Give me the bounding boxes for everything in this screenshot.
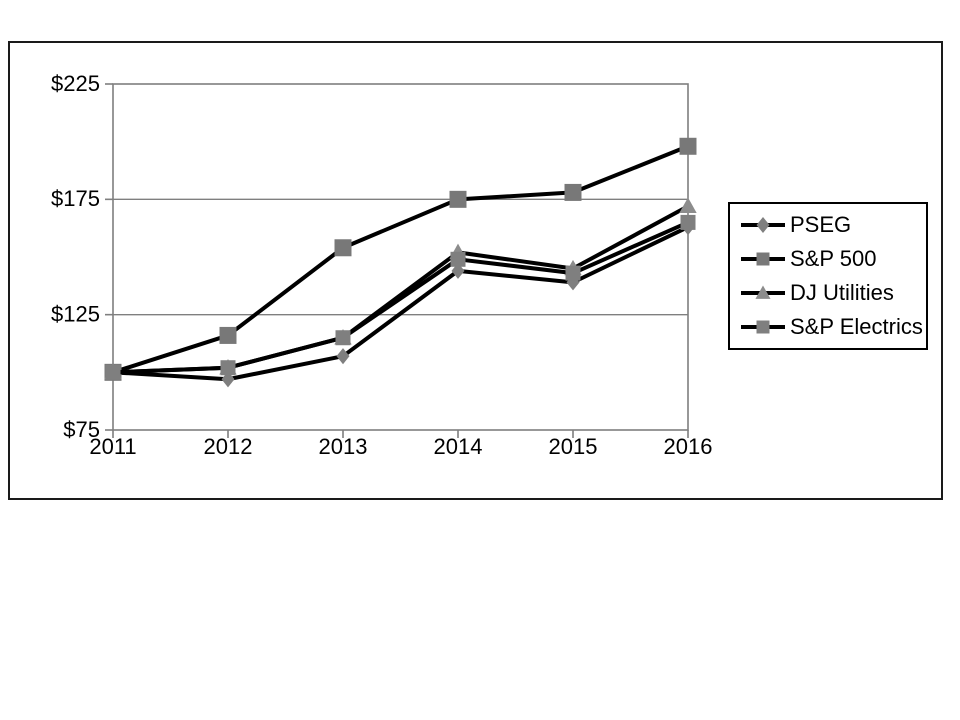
legend-marker-triangle-icon: [740, 282, 786, 304]
marker-s-p-electrics-2015: [565, 265, 581, 281]
legend-marker-square: [756, 320, 770, 334]
marker-s-p-500-2016: [679, 137, 697, 155]
legend-marker-square-icon: [740, 248, 786, 270]
marker-s-p-500-2015: [564, 183, 582, 201]
legend-marker-diamond: [756, 216, 770, 234]
legend-swatch-svg: [741, 216, 785, 234]
legend-marker-diamond-icon: [740, 214, 786, 236]
x-axis-label-2011: 2011: [89, 434, 136, 459]
legend-marker-square-icon: [740, 316, 786, 338]
y-axis-label-225: $225: [51, 71, 100, 96]
legend-swatch-svg: [741, 252, 785, 266]
legend-item-dj-utilities: DJ Utilities: [740, 279, 926, 307]
marker-s-p-electrics-2014: [450, 251, 466, 267]
marker-pseg-2012: [221, 371, 235, 388]
chart-legend: PSEG S&P 500 DJ Utilities S&P Electrics: [728, 202, 928, 350]
y-axis-label-175: $175: [51, 186, 100, 211]
plot-frame: [112, 83, 689, 431]
legend-swatch-svg: [741, 320, 785, 334]
marker-s-p-500-2014: [449, 190, 467, 208]
legend-item-sp-electrics: S&P Electrics: [740, 313, 926, 341]
legend-label-dj-utilities: DJ Utilities: [790, 280, 894, 305]
marker-s-p-electrics-2011: [105, 364, 121, 380]
x-axis-label-2014: 2014: [434, 434, 483, 459]
marker-s-p-electrics-2012: [220, 360, 236, 376]
series-line-s-p-500: [112, 144, 689, 375]
legend-item-pseg: PSEG: [740, 211, 926, 239]
legend-swatch-svg: [741, 285, 785, 299]
marker-s-p-500-2013: [334, 239, 352, 257]
marker-s-p-500-2012: [219, 326, 237, 344]
x-axis-label-2013: 2013: [319, 434, 368, 459]
legend-label-sp500: S&P 500: [790, 246, 877, 271]
series-markers-pseg: [106, 218, 695, 388]
marker-s-p-electrics-2013: [335, 330, 351, 346]
marker-dj-utilities-2016: [679, 197, 697, 214]
y-axis-label-125: $125: [51, 301, 100, 326]
legend-label-pseg: PSEG: [790, 212, 852, 237]
marker-s-p-electrics-2016: [680, 214, 696, 230]
performance-chart-svg: $75 $125 $175 $225 2011 2012 2013 2014 2015 2016: [51, 71, 713, 459]
marker-pseg-2014: [451, 262, 465, 279]
x-axis-label-2015: 2015: [549, 434, 598, 459]
x-axis-label-2012: 2012: [204, 434, 253, 459]
x-axis-label-2016: 2016: [664, 434, 713, 459]
series-line-pseg: [112, 225, 689, 382]
legend-item-sp500: S&P 500: [740, 245, 926, 273]
legend-label-sp-electrics: S&P Electrics: [790, 314, 923, 339]
legend-marker-square: [756, 252, 770, 266]
marker-pseg-2013: [336, 348, 350, 365]
series-line-dj-utilities: [112, 204, 689, 375]
series-markers-s-p-electrics: [105, 214, 696, 380]
y-axis-label-75: $75: [63, 417, 100, 442]
legend-marker-triangle: [755, 285, 771, 299]
series-line-s-p-electrics: [112, 220, 689, 375]
